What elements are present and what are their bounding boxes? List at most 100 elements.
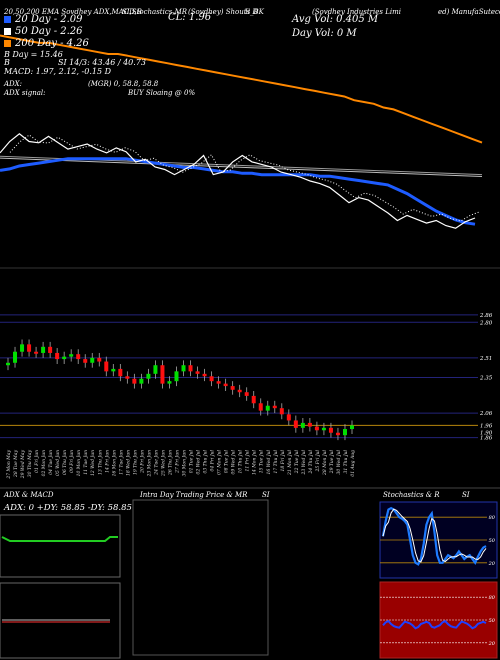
price-axis-label: 2.06 xyxy=(479,411,493,417)
date-label: 30 Wed Jul xyxy=(336,449,342,474)
rsi-tick: 20 xyxy=(488,641,496,647)
legend-item-bday: B Day = 15.46 xyxy=(4,50,63,59)
stoch-panel-title: Stochastics & R xyxy=(383,491,440,499)
date-label: 25 Fri Jul xyxy=(315,449,321,472)
date-label: 03 Thu Jul xyxy=(203,449,209,473)
intraday-panel-title: Intra Day Trading Price & MR xyxy=(140,491,248,499)
candle-body xyxy=(342,429,347,436)
date-label: 06 Thu Jun xyxy=(62,450,68,475)
candle-body xyxy=(20,344,25,352)
legend-label: 20 Day - 2.09 xyxy=(15,14,83,25)
rsi-tick: 80 xyxy=(489,595,496,601)
date-label: 16 Wed Jul xyxy=(266,449,272,474)
candle-body xyxy=(300,422,305,428)
date-label: 11 Tue Jun xyxy=(83,450,89,475)
legend-swatch xyxy=(4,40,11,47)
price-axis-label: 2.80 xyxy=(479,320,493,326)
date-label: 14 Fri Jun xyxy=(104,450,110,473)
date-label: 23 Wed Jul xyxy=(301,449,307,475)
candle-body xyxy=(62,356,67,360)
date-label: 04 Tue Jun xyxy=(48,450,54,475)
ema-dotted-line xyxy=(9,134,481,222)
candle-body xyxy=(34,351,39,354)
candle-body xyxy=(13,351,18,363)
stoch-tick: 20 xyxy=(488,561,496,567)
date-label: 30 Mon Jun xyxy=(182,450,188,477)
candle-body xyxy=(55,352,60,360)
date-label: 25 Wed Jun xyxy=(160,450,166,477)
date-label: 01 Tue Jul xyxy=(189,449,195,473)
candle-body xyxy=(279,408,284,415)
adx-signal: BUY Sloaing @ 0% xyxy=(128,89,196,97)
stoch-d-line xyxy=(382,508,487,563)
header-title-e: Il_BK xyxy=(245,8,264,16)
candle-body xyxy=(104,361,109,372)
price-axis-label: 2.86 xyxy=(479,313,493,319)
candle-body xyxy=(118,368,123,377)
legend-swatch xyxy=(4,28,11,35)
date-label: 21 Mon Jul xyxy=(287,449,293,476)
date-label: 09 Wed Jul xyxy=(231,449,237,474)
candle-body xyxy=(27,344,32,352)
candle-body xyxy=(48,346,53,353)
candle-body xyxy=(76,354,81,360)
date-label: 28 Tue May xyxy=(13,450,19,478)
candle-body xyxy=(314,426,319,431)
candle-body xyxy=(6,362,10,366)
candle-body xyxy=(195,371,200,374)
candle-body xyxy=(307,422,312,427)
price-axis-label: 1.96 xyxy=(480,423,493,429)
date-label: 02 Mon Jun xyxy=(41,450,47,477)
candle-body xyxy=(258,403,263,411)
candle-body xyxy=(90,357,95,363)
date-label: 27 Fri Jun xyxy=(174,450,180,474)
legend-swatch xyxy=(4,16,11,23)
si-values: SI 14/3: 43.46 / 40.73 xyxy=(58,58,146,67)
candle-body xyxy=(293,420,298,428)
date-label: 24 Thu Jul xyxy=(308,449,314,474)
date-label: 29 Tue Jul xyxy=(329,449,335,474)
header-title-d: (Sovdhey) Shouts D xyxy=(188,8,259,16)
adx-values: (MGR) 0, 58.8, 58.8 xyxy=(88,80,159,88)
candle-body xyxy=(237,389,242,393)
candle-body xyxy=(97,357,102,362)
date-label: 16 Mon Jun xyxy=(111,450,117,477)
day-volume: Day Vol: 0 M xyxy=(292,28,357,39)
candle-body xyxy=(251,395,256,404)
date-label: 08 Tue Jul xyxy=(224,449,230,473)
date-label: 18 Wed Jun xyxy=(125,450,131,476)
date-label: 27 Mon May xyxy=(6,450,12,480)
date-label: 09 Fri Jun xyxy=(69,450,75,473)
header-title-f: (Sovdhey Industries Limi xyxy=(312,8,401,16)
rsi-line xyxy=(382,619,487,630)
date-label: 04 Fri Jul xyxy=(210,449,216,471)
candle-body xyxy=(167,381,172,384)
candle-body xyxy=(132,378,137,384)
candle-body xyxy=(265,405,270,411)
candle-body xyxy=(202,373,207,377)
price-axis-label: 2.51 xyxy=(479,356,492,362)
candle-body xyxy=(153,365,158,374)
date-label: 01 Aug Aug xyxy=(350,450,356,477)
date-label: 10 Thu Jul xyxy=(238,449,244,473)
date-label: 18 Fri Jul xyxy=(280,449,286,471)
date-label: 19 Thu Jun xyxy=(132,450,138,475)
ma200-line xyxy=(0,34,483,144)
header-title-a: 20,50,200 EMA Sovdhey ADX,MACD,B xyxy=(4,8,142,16)
price-axis-label: 1.86 xyxy=(480,436,493,442)
candle-body xyxy=(223,383,228,387)
date-label: 17 Thu Jul xyxy=(273,449,279,473)
candle-body xyxy=(209,376,214,382)
adx-label: ADX: xyxy=(4,80,23,88)
intraday-panel-frame xyxy=(132,499,269,656)
adx-panel-values: ADX: 0 +DY: 58.85 -DY: 58.85 xyxy=(4,503,132,513)
candle-body xyxy=(146,373,151,379)
date-label: 12 Wed Jun xyxy=(90,450,96,476)
legend-item-200day: 200 Day - 4.26 xyxy=(4,38,89,49)
candle-body xyxy=(244,392,249,396)
legend-label: 50 Day - 2.26 xyxy=(15,26,83,37)
candle-body xyxy=(272,405,277,409)
candle-body xyxy=(350,425,354,430)
stoch-k-line xyxy=(381,506,487,566)
